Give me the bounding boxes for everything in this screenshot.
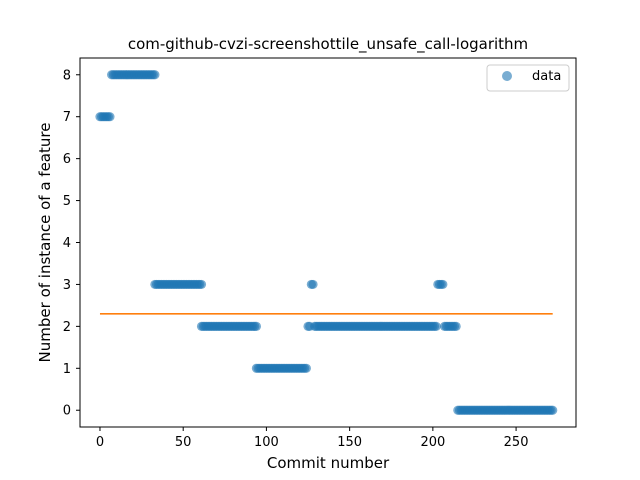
x-tick-label: 150 (337, 435, 362, 450)
y-tick-label: 3 (63, 278, 71, 293)
y-tick-label: 8 (63, 68, 71, 83)
x-tick-label: 250 (504, 435, 529, 450)
x-axis: 0 50 100 150 200 250 (96, 427, 529, 450)
y-tick-label: 4 (63, 236, 71, 251)
legend-marker-data (502, 71, 512, 81)
data-point (308, 279, 318, 290)
data-point (431, 321, 441, 331)
data-point (548, 405, 558, 415)
y-tick-label: 5 (63, 194, 71, 209)
y-axis: 0 1 2 3 4 5 6 7 8 (63, 68, 80, 419)
y-tick-label: 2 (63, 320, 71, 335)
y-tick-label: 6 (63, 152, 71, 167)
y-tick-label: 7 (63, 110, 71, 125)
y-tick-label: 1 (63, 362, 71, 377)
series-data (95, 70, 558, 415)
y-axis-label: Number of instance of a feature (36, 123, 54, 363)
chart-title: com-github-cvzi-screenshottile_unsafe_ca… (128, 35, 528, 54)
x-tick-label: 0 (96, 435, 104, 450)
x-tick-label: 200 (420, 435, 445, 450)
data-point (251, 321, 262, 331)
data-point (438, 279, 448, 290)
data-point (105, 112, 115, 122)
data-point (196, 279, 207, 290)
data-point (451, 321, 461, 331)
data-point (301, 363, 311, 373)
x-tick-label: 100 (254, 435, 279, 450)
legend: data (486, 64, 570, 92)
legend-label-data: data (532, 69, 561, 84)
plot-area (79, 57, 577, 428)
x-axis-label: Commit number (267, 454, 390, 472)
y-tick-label: 0 (63, 404, 71, 419)
data-point (150, 70, 160, 80)
x-tick-label: 50 (175, 435, 192, 450)
